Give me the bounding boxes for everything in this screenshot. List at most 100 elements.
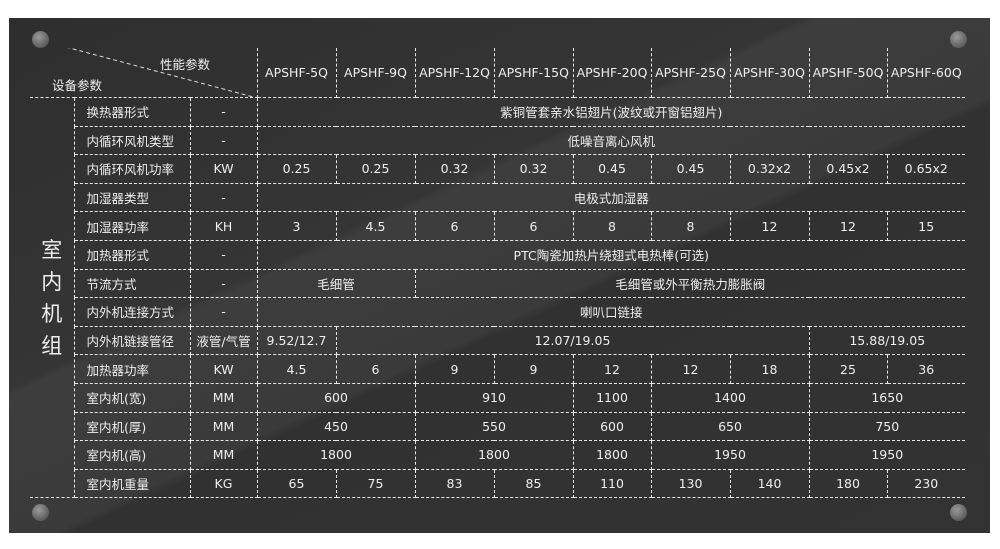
param-unit: - — [189, 239, 258, 270]
screw-icon — [950, 504, 967, 521]
param-unit: - — [189, 97, 258, 127]
table-row: 节流方式 - 毛细管 毛细管或外平衡热力膨胀阀 — [30, 268, 965, 299]
value-cell: 0.25 — [256, 154, 337, 184]
param-name: 室内机(高) — [73, 440, 191, 470]
value-cell: 1950 — [650, 440, 810, 470]
model-header: APSHF-9Q — [335, 48, 416, 98]
value-cell: 12 — [572, 354, 652, 384]
param-unit: 液管/气管 — [189, 325, 258, 356]
corner-header: 性能参数 设备参数 — [30, 48, 258, 98]
table-row: 加湿器类型 - 电极式加湿器 — [30, 182, 965, 213]
value-cell: 0.32 — [493, 154, 574, 184]
value-cell: 喇叭口链接 — [256, 297, 965, 327]
value-cell: 12 — [808, 211, 888, 241]
value-cell: 8 — [572, 211, 652, 241]
value-cell: 85 — [493, 468, 574, 499]
value-cell: 0.45 — [650, 154, 731, 184]
value-cell: 750 — [808, 411, 965, 442]
table-row: 内循环风机功率 KW 0.25 0.25 0.32 0.32 0.45 0.45 0.32x2 0… — [30, 154, 965, 184]
model-header: APSHF-12Q — [414, 48, 495, 98]
table-row: 内外机链接管径 液管/气管 9.52/12.7 12.07/19.05 15.88/19… — [30, 325, 965, 356]
model-header: APSHF-50Q — [808, 48, 888, 98]
table-row: 室内机(高) MM 1800 1800 1800 1950 1950 — [30, 440, 965, 470]
group-label: 室内机组 — [30, 96, 75, 499]
param-name: 加湿器类型 — [73, 182, 191, 213]
param-name: 加湿器功率 — [73, 211, 191, 241]
model-header: APSHF-30Q — [729, 48, 810, 98]
param-name: 加热器形式 — [73, 239, 191, 270]
header-row: 性能参数 设备参数 APSHF-5Q APSHF-9Q APSHF-12Q APSHF… — [30, 48, 965, 98]
table-row: 室内机(厚) MM 450 550 600 650 750 — [30, 411, 965, 442]
value-cell: 1800 — [256, 440, 416, 470]
spec-table: 性能参数 设备参数 APSHF-5Q APSHF-9Q APSHF-12Q APSHF… — [30, 48, 965, 499]
table-row: 加湿器功率 KH 3 4.5 6 6 8 8 12 12 15 — [30, 211, 965, 241]
value-cell: 230 — [886, 468, 965, 499]
model-header: APSHF-25Q — [650, 48, 731, 98]
screw-icon — [32, 504, 49, 521]
value-cell: 6 — [335, 354, 416, 384]
param-unit: KH — [189, 211, 258, 241]
value-cell: 12 — [650, 354, 731, 384]
value-cell: 8 — [650, 211, 731, 241]
param-name: 室内机(宽) — [73, 382, 191, 413]
param-unit: KW — [189, 354, 258, 384]
param-name: 加热器功率 — [73, 354, 191, 384]
param-unit: - — [189, 297, 258, 327]
value-cell: 65 — [256, 468, 337, 499]
value-cell: 1100 — [572, 382, 652, 413]
value-cell: 1400 — [650, 382, 810, 413]
value-cell: 15.88/19.05 — [808, 325, 965, 356]
value-cell: 紫铜管套亲水铝翅片(波纹或开窗铝翅片) — [256, 97, 965, 127]
value-cell: 0.32x2 — [729, 154, 810, 184]
value-cell: 600 — [572, 411, 652, 442]
value-cell: 180 — [808, 468, 888, 499]
value-cell: 12 — [729, 211, 810, 241]
value-cell: 15 — [886, 211, 965, 241]
param-name: 室内机重量 — [73, 468, 191, 499]
group-label-char: 机 — [41, 301, 63, 326]
table-row: 加热器形式 - PTC陶瓷加热片绕翅式电热棒(可选) — [30, 239, 965, 270]
value-cell: 3 — [256, 211, 337, 241]
screw-icon — [32, 31, 49, 48]
group-label-char: 内 — [41, 269, 63, 294]
value-cell: 6 — [493, 211, 574, 241]
value-cell: 1650 — [808, 382, 965, 413]
value-cell: 0.25 — [335, 154, 416, 184]
param-unit: KG — [189, 468, 258, 499]
group-label-char: 室 — [41, 237, 63, 262]
value-cell: 0.65x2 — [886, 154, 965, 184]
table-row: 内外机连接方式 - 喇叭口链接 — [30, 297, 965, 327]
value-cell: 0.45x2 — [808, 154, 888, 184]
param-name: 节流方式 — [73, 268, 191, 299]
param-name: 内外机连接方式 — [73, 297, 191, 327]
value-cell: 毛细管或外平衡热力膨胀阀 — [414, 268, 965, 299]
table-row: 室内机组换热器形式 - 紫铜管套亲水铝翅片(波纹或开窗铝翅片) — [30, 96, 965, 499]
param-unit: MM — [189, 440, 258, 470]
value-cell: 低噪音离心风机 — [256, 125, 965, 156]
value-cell: 650 — [650, 411, 810, 442]
value-cell: 0.45 — [572, 154, 652, 184]
value-cell: 18 — [729, 354, 810, 384]
value-cell: 1800 — [414, 440, 574, 470]
value-cell: 25 — [808, 354, 888, 384]
param-unit: MM — [189, 411, 258, 442]
param-unit: KW — [189, 154, 258, 184]
group-label-char: 组 — [41, 333, 63, 358]
value-cell: 450 — [256, 411, 416, 442]
value-cell: 1950 — [808, 440, 965, 470]
equipment-params-label: 设备参数 — [52, 78, 103, 93]
value-cell: 电极式加湿器 — [256, 182, 965, 213]
value-cell: 110 — [572, 468, 652, 499]
value-cell: 4.5 — [335, 211, 416, 241]
value-cell: 1800 — [572, 440, 652, 470]
value-cell: 550 — [414, 411, 574, 442]
screw-icon — [950, 31, 967, 48]
model-header: APSHF-15Q — [493, 48, 574, 98]
param-name: 内循环风机类型 — [73, 125, 191, 156]
value-cell: PTC陶瓷加热片绕翅式电热棒(可选) — [256, 239, 965, 270]
param-name: 换热器形式 — [73, 97, 191, 127]
value-cell: 9 — [414, 354, 495, 384]
param-unit: - — [189, 125, 258, 156]
value-cell: 4.5 — [256, 354, 337, 384]
value-cell: 140 — [729, 468, 810, 499]
